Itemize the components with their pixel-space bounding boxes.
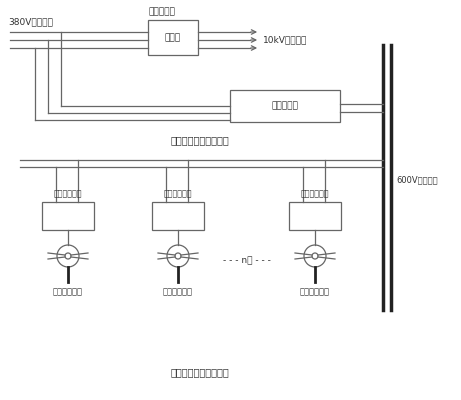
Text: 风力发电机组: 风力发电机组	[300, 288, 330, 296]
Text: 10kV输电线路: 10kV输电线路	[263, 36, 307, 44]
Bar	[230, 90, 340, 122]
Text: 风力发电机组: 风力发电机组	[53, 288, 83, 296]
Text: 三相整流管桥: 三相整流管桥	[301, 190, 329, 198]
Text: - - - n台 - - -: - - - n台 - - -	[223, 256, 271, 266]
Text: 三相整流管桥: 三相整流管桥	[164, 190, 192, 198]
Text: 用户变压器: 用户变压器	[148, 8, 175, 16]
Text: 600V直流母线: 600V直流母线	[396, 176, 437, 184]
Text: 三相整流管桥: 三相整流管桥	[54, 190, 82, 198]
Bar	[152, 202, 204, 230]
Bar	[289, 202, 341, 230]
Text: 风力发电机组: 风力发电机组	[163, 288, 193, 296]
Text: 380V输电线路: 380V输电线路	[8, 18, 53, 26]
Bar	[42, 202, 94, 230]
Text: 小型直流风力发电机群: 小型直流风力发电机群	[171, 135, 230, 145]
Text: 风力发电节能减排系统: 风力发电节能减排系统	[171, 367, 230, 377]
Bar	[148, 20, 198, 55]
Text: 变压器: 变压器	[165, 34, 181, 42]
Text: 并网逆变器: 并网逆变器	[272, 102, 298, 110]
